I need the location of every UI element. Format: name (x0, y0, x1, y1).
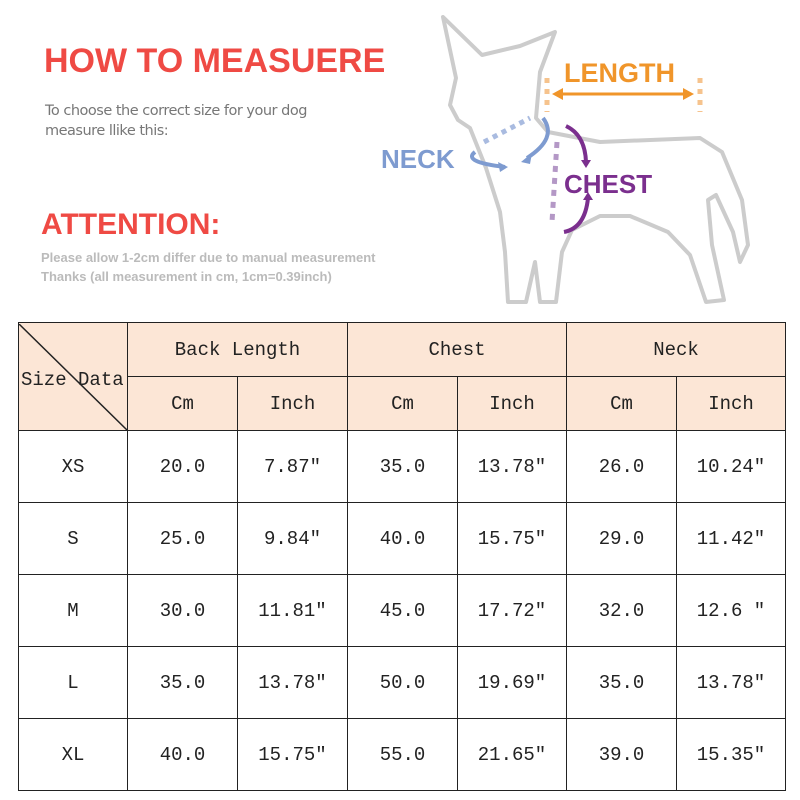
size-cell: XL (18, 718, 128, 791)
attention-title: ATTENTION: (41, 208, 221, 241)
chest-label: CHEST (564, 169, 652, 199)
value-cell: 26.0 (566, 430, 677, 503)
table-row: M 30.0 11.81″ 45.0 17.72″ 32.0 12.6 ″ (18, 574, 786, 647)
value-cell: 15.75″ (237, 718, 348, 791)
value-cell: 39.0 (566, 718, 677, 791)
length-label: LENGTH (564, 58, 675, 88)
group-header: Neck (566, 322, 786, 377)
value-cell: 25.0 (127, 502, 238, 575)
value-cell: 15.75″ (457, 502, 567, 575)
value-cell: 17.72″ (457, 574, 567, 647)
value-cell: 40.0 (127, 718, 238, 791)
size-cell: S (18, 502, 128, 575)
value-cell: 7.87″ (237, 430, 348, 503)
value-cell: 50.0 (347, 646, 458, 719)
dog-outline (441, 15, 750, 304)
value-cell: 11.81″ (237, 574, 348, 647)
page-title: HOW TO MEASUERE (44, 42, 386, 80)
unit-header: Cm (566, 376, 677, 431)
table-row: XL 40.0 15.75″ 55.0 21.65″ 39.0 15.35″ (18, 718, 786, 791)
value-cell: 35.0 (347, 430, 458, 503)
group-header: Back Length (127, 322, 348, 377)
value-cell: 29.0 (566, 502, 677, 575)
table-row: S 25.0 9.84″ 40.0 15.75″ 29.0 11.42″ (18, 502, 786, 575)
size-cell: XS (18, 430, 128, 503)
neck-label: NECK (381, 144, 455, 174)
size-chart-table: Size Data Back Length Chest Neck Cm Inch… (18, 322, 786, 791)
group-header: Chest (347, 322, 567, 377)
size-cell: M (18, 574, 128, 647)
value-cell: 13.78″ (457, 430, 567, 503)
value-cell: 19.69″ (457, 646, 567, 719)
dog-measurement-diagram: LENGTH NECK CHEST (381, 15, 750, 304)
length-indicator: LENGTH (544, 58, 703, 112)
instructions-line: measure llike this: (45, 123, 169, 139)
attention-line: Thanks (all measurement in cm, 1cm=0.39i… (41, 269, 332, 284)
table-row: XS 20.0 7.87″ 35.0 13.78″ 26.0 10.24″ (18, 430, 786, 503)
unit-header: Cm (127, 376, 238, 431)
value-cell: 30.0 (127, 574, 238, 647)
attention-note: Please allow 1-2cm differ due to manual … (41, 248, 401, 286)
value-cell: 20.0 (127, 430, 238, 503)
size-cell: L (18, 646, 128, 719)
table-header-row: Size Data Back Length Chest Neck (18, 322, 786, 431)
unit-header: Cm (347, 376, 458, 431)
value-cell: 32.0 (566, 574, 677, 647)
value-cell: 13.78″ (237, 646, 348, 719)
neck-indicator: NECK (381, 115, 550, 174)
value-cell: 21.65″ (457, 718, 567, 791)
value-cell: 15.35″ (676, 718, 786, 791)
value-cell: 35.0 (127, 646, 238, 719)
instructions-line: To choose the correct size for your dog (45, 103, 307, 119)
value-cell: 35.0 (566, 646, 677, 719)
value-cell: 9.84″ (237, 502, 348, 575)
corner-cell: Size Data (18, 322, 128, 431)
value-cell: 10.24″ (676, 430, 786, 503)
value-cell: 12.6 ″ (676, 574, 786, 647)
unit-header: Inch (676, 376, 786, 431)
table-row: L 35.0 13.78″ 50.0 19.69″ 35.0 13.78″ (18, 646, 786, 719)
value-cell: 45.0 (347, 574, 458, 647)
table-unit-row: Cm Inch Cm Inch Cm Inch (19, 376, 786, 431)
attention-line: Please allow 1-2cm differ due to manual … (41, 250, 376, 265)
value-cell: 13.78″ (676, 646, 786, 719)
diagonal-divider (19, 323, 127, 430)
corner-label: Size Data (21, 368, 124, 391)
value-cell: 11.42″ (676, 502, 786, 575)
value-cell: 40.0 (347, 502, 458, 575)
unit-header: Inch (457, 376, 567, 431)
instructions: To choose the correct size for your dog … (45, 101, 307, 141)
value-cell: 55.0 (347, 718, 458, 791)
unit-header: Inch (237, 376, 348, 431)
chest-indicator: CHEST (549, 124, 652, 234)
